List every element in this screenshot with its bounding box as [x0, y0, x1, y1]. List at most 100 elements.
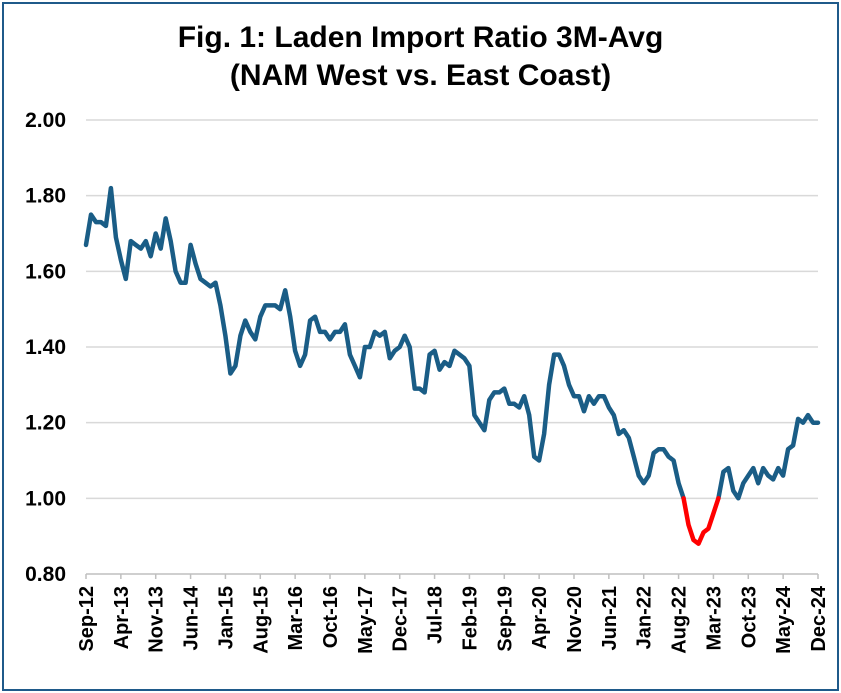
- data-point: [110, 187, 112, 189]
- data-point: [508, 403, 510, 405]
- x-tick-label: Nov-20: [564, 586, 586, 653]
- data-point: [140, 248, 142, 250]
- data-point: [414, 388, 416, 390]
- data-point: [145, 240, 147, 242]
- data-point: [777, 467, 779, 469]
- data-point: [344, 324, 346, 326]
- data-point: [513, 403, 515, 405]
- data-point: [683, 498, 685, 500]
- data-point: [369, 346, 371, 348]
- data-point: [503, 388, 505, 390]
- data-point: [718, 498, 720, 500]
- data-point: [628, 437, 630, 439]
- data-point: [548, 384, 550, 386]
- data-point: [359, 376, 361, 378]
- data-point: [528, 414, 530, 416]
- data-point: [394, 350, 396, 352]
- x-tick-label: Nov-13: [146, 586, 168, 653]
- data-point: [225, 335, 227, 337]
- data-point: [324, 331, 326, 333]
- data-point: [399, 346, 401, 348]
- data-point: [404, 335, 406, 337]
- data-point: [230, 373, 232, 375]
- data-point: [772, 479, 774, 481]
- data-point: [653, 452, 655, 454]
- y-tick-label: 1.60: [25, 260, 66, 283]
- data-point: [787, 448, 789, 450]
- data-point: [264, 305, 266, 307]
- x-tick-label: Apr-13: [111, 586, 133, 649]
- data-point: [723, 471, 725, 473]
- data-point: [648, 475, 650, 477]
- data-point: [419, 388, 421, 390]
- data-point: [160, 248, 162, 250]
- data-point: [752, 467, 754, 469]
- data-point: [155, 233, 157, 235]
- data-point: [284, 289, 286, 291]
- data-point: [583, 411, 585, 413]
- data-point: [195, 263, 197, 265]
- data-point: [100, 221, 102, 223]
- data-point: [638, 475, 640, 477]
- plot-area: [85, 187, 819, 544]
- data-point: [678, 482, 680, 484]
- data-point: [334, 331, 336, 333]
- data-point: [663, 448, 665, 450]
- data-point: [469, 365, 471, 367]
- y-tick-label: 1.20: [25, 412, 66, 435]
- data-point: [349, 354, 351, 356]
- data-point: [618, 433, 620, 435]
- data-point: [608, 407, 610, 409]
- data-point: [245, 320, 247, 322]
- data-point: [757, 482, 759, 484]
- data-point: [698, 543, 700, 545]
- data-point: [623, 429, 625, 431]
- data-point: [479, 422, 481, 424]
- x-tick-label: Dec-24: [808, 585, 830, 651]
- data-point: [429, 354, 431, 356]
- data-point: [105, 225, 107, 227]
- data-point: [733, 490, 735, 492]
- data-point: [817, 422, 819, 424]
- x-tick-label: Oct-23: [738, 586, 760, 648]
- data-point: [499, 392, 501, 394]
- data-point: [643, 482, 645, 484]
- data-point: [185, 282, 187, 284]
- data-point: [424, 392, 426, 394]
- data-point: [598, 395, 600, 397]
- data-point: [259, 316, 261, 318]
- x-tick-label: Feb-19: [459, 586, 481, 650]
- data-point: [807, 414, 809, 416]
- data-point: [543, 433, 545, 435]
- data-point: [578, 395, 580, 397]
- data-point: [743, 482, 745, 484]
- data-point: [240, 335, 242, 337]
- data-point: [568, 384, 570, 386]
- data-point: [255, 339, 257, 341]
- data-point: [593, 403, 595, 405]
- data-point: [299, 365, 301, 367]
- data-point: [673, 460, 675, 462]
- data-point: [215, 282, 217, 284]
- x-tick-label: Oct-16: [320, 586, 342, 648]
- data-point: [274, 305, 276, 307]
- data-point: [120, 259, 122, 261]
- series-line: [718, 415, 818, 498]
- data-point: [190, 244, 192, 246]
- data-point: [220, 305, 222, 307]
- data-point: [658, 448, 660, 450]
- data-point: [200, 278, 202, 280]
- data-point: [379, 335, 381, 337]
- y-tick-label: 2.00: [25, 109, 66, 132]
- x-tick-label: Dec-17: [390, 586, 412, 652]
- data-point: [304, 354, 306, 356]
- data-point: [494, 392, 496, 394]
- data-point: [484, 429, 486, 431]
- data-point: [523, 395, 525, 397]
- data-point: [708, 528, 710, 530]
- data-point: [319, 331, 321, 333]
- data-point: [668, 456, 670, 458]
- data-point: [329, 339, 331, 341]
- x-tick-label: Mar-23: [703, 586, 725, 650]
- x-tick-label: Jan-15: [215, 586, 237, 649]
